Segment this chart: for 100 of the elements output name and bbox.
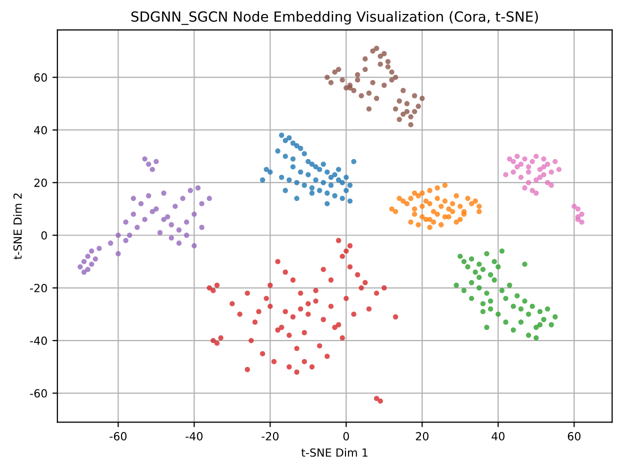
point <box>130 196 136 202</box>
point <box>332 193 338 198</box>
point <box>324 74 330 80</box>
point <box>461 258 467 264</box>
point <box>579 212 584 217</box>
point <box>506 156 512 162</box>
point <box>412 206 418 212</box>
point <box>427 188 432 194</box>
point <box>370 80 376 86</box>
point <box>336 166 342 172</box>
point <box>450 201 456 206</box>
point <box>420 190 425 196</box>
point <box>534 154 539 159</box>
point <box>264 166 269 172</box>
point <box>172 204 178 209</box>
point <box>286 177 292 183</box>
point <box>514 293 520 298</box>
point <box>434 185 440 190</box>
point <box>480 266 486 272</box>
point <box>534 335 539 341</box>
point <box>575 206 581 212</box>
point <box>572 204 577 209</box>
point <box>534 324 539 330</box>
point <box>316 166 322 172</box>
point <box>294 143 300 148</box>
point <box>537 308 543 314</box>
point <box>492 258 497 264</box>
x-tick-label: -20 <box>262 432 279 440</box>
point <box>354 77 360 83</box>
point <box>134 224 140 230</box>
point <box>324 190 330 196</box>
point <box>385 64 391 70</box>
point <box>480 301 486 306</box>
point <box>164 214 170 220</box>
point <box>454 193 459 198</box>
point <box>420 96 425 101</box>
point <box>434 212 440 217</box>
point <box>484 324 490 330</box>
point <box>548 169 554 175</box>
point <box>184 232 190 238</box>
point <box>389 206 394 212</box>
point <box>268 169 273 175</box>
point <box>142 156 148 162</box>
point <box>127 232 132 238</box>
point <box>476 262 482 267</box>
point <box>552 158 558 164</box>
point <box>392 106 398 112</box>
point <box>461 212 467 217</box>
point <box>492 277 497 283</box>
point <box>404 108 410 114</box>
point <box>472 198 478 204</box>
point <box>85 266 90 272</box>
point <box>514 164 520 170</box>
point <box>496 312 501 317</box>
point <box>458 204 463 209</box>
point <box>123 219 128 225</box>
x-tick-label: -60 <box>110 432 127 440</box>
point <box>374 96 380 101</box>
point <box>503 320 508 325</box>
point <box>344 174 349 180</box>
point <box>146 162 152 167</box>
point <box>81 270 87 275</box>
point <box>526 312 532 317</box>
point <box>499 288 505 294</box>
point <box>92 256 98 262</box>
y-axis-title: t-SNE Dim 2 <box>13 193 22 260</box>
point <box>309 185 315 190</box>
x-tick-label: 40 <box>492 432 504 440</box>
point <box>176 240 182 246</box>
point <box>324 169 330 175</box>
point <box>389 69 394 75</box>
point <box>294 180 300 186</box>
point <box>488 306 494 312</box>
point <box>430 219 436 225</box>
point <box>298 169 304 175</box>
point <box>522 185 528 190</box>
y-tick-label: 0 <box>41 231 47 240</box>
point <box>499 248 505 254</box>
point <box>488 272 494 278</box>
point <box>282 154 288 159</box>
point <box>378 54 383 59</box>
point <box>430 208 436 214</box>
point <box>579 219 584 225</box>
point <box>313 177 318 183</box>
point <box>298 146 304 151</box>
point <box>442 182 448 188</box>
point <box>96 246 102 252</box>
point <box>510 304 516 309</box>
point <box>518 162 524 167</box>
point <box>150 208 155 214</box>
point <box>81 258 87 264</box>
point <box>522 156 528 162</box>
point <box>526 169 532 175</box>
point <box>382 82 387 88</box>
point <box>476 274 482 280</box>
x-axis-title: t-SNE Dim 1 <box>301 448 368 457</box>
point <box>530 188 535 194</box>
point <box>385 58 391 64</box>
point <box>526 332 532 338</box>
point <box>480 308 486 314</box>
